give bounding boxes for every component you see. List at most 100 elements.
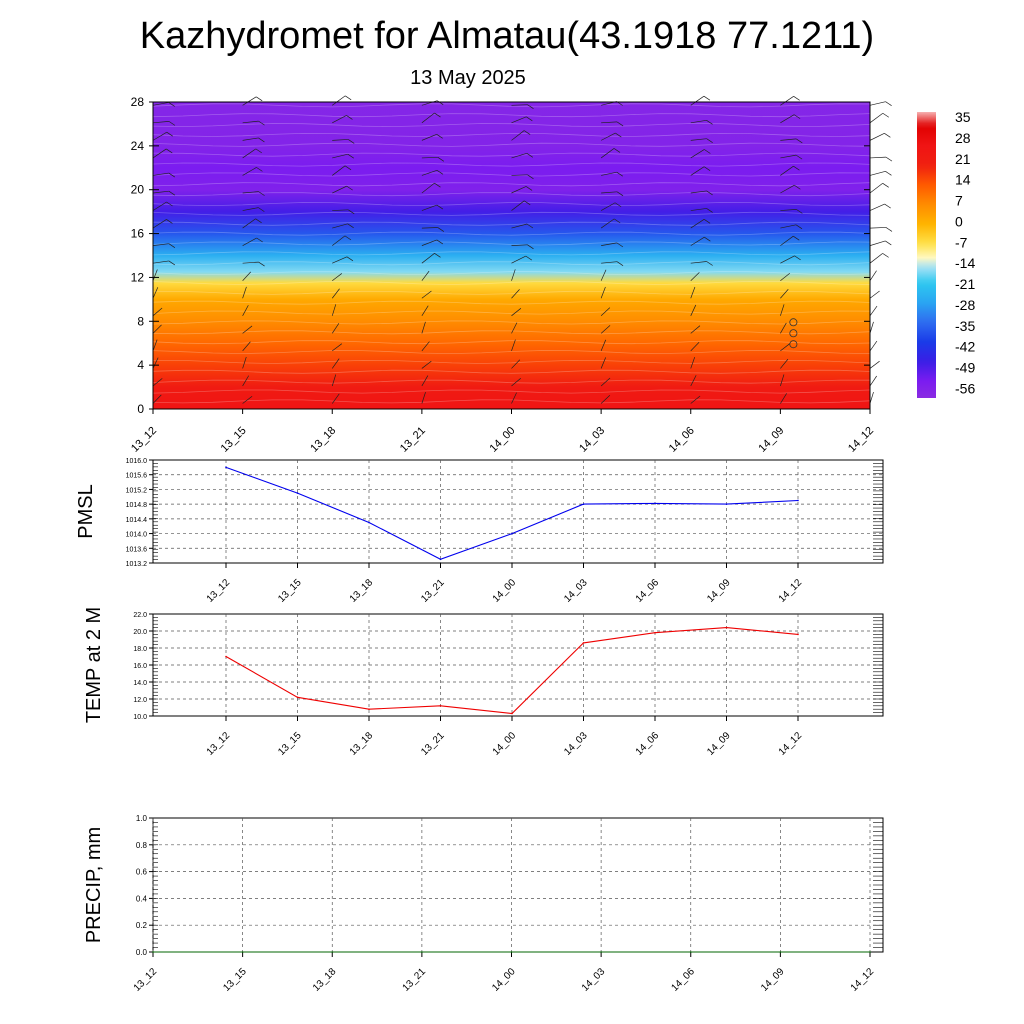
wind-barb-feather bbox=[436, 204, 444, 210]
wind-barb bbox=[511, 359, 521, 369]
wind-barb bbox=[690, 342, 700, 352]
wind-barb-feather bbox=[255, 148, 263, 154]
x-tick-label: 14_06 bbox=[667, 425, 697, 455]
wind-barb-feather bbox=[795, 224, 803, 230]
y-tick-label: 10.0 bbox=[133, 714, 147, 721]
wind-barb-feather bbox=[526, 223, 534, 229]
wind-barb-feather bbox=[255, 218, 262, 224]
contour-line bbox=[152, 142, 871, 147]
wind-barb bbox=[869, 183, 883, 194]
wind-barb-feather bbox=[346, 115, 353, 120]
wind-barb-feather bbox=[258, 261, 265, 267]
wind-barb bbox=[600, 286, 606, 299]
x-tick-label: 13_12 bbox=[129, 425, 159, 455]
wind-barb bbox=[331, 393, 340, 404]
wind-barb-feather bbox=[166, 131, 173, 137]
wind-barb bbox=[511, 289, 520, 299]
wind-barb bbox=[331, 304, 337, 316]
wind-barb bbox=[780, 154, 797, 159]
wind-barb bbox=[601, 191, 618, 194]
wind-barb-feather bbox=[703, 219, 711, 224]
wind-barb-column bbox=[152, 102, 176, 404]
plot-frame bbox=[152, 817, 884, 953]
contour-line bbox=[152, 330, 871, 335]
contour-line bbox=[152, 320, 871, 325]
wind-barb bbox=[242, 325, 253, 334]
x-tick-label: 13_15 bbox=[221, 966, 249, 994]
wind-barb bbox=[421, 290, 432, 299]
wind-barb bbox=[152, 287, 159, 299]
wind-barb bbox=[152, 378, 163, 387]
contour-line bbox=[152, 172, 871, 177]
precip-chart: 1.0 0.8 0.6 0.4 0.2 0.0 13_12 13_15 13_18 13_21 14… bbox=[83, 814, 884, 994]
y-tick-label: 12 bbox=[131, 270, 145, 284]
wind-barb bbox=[690, 261, 707, 264]
wind-barb bbox=[780, 304, 785, 316]
x-tick-label: 14_09 bbox=[756, 425, 786, 455]
data-point bbox=[725, 626, 728, 629]
contour-line bbox=[152, 202, 871, 207]
data-point bbox=[368, 708, 370, 710]
wind-barb bbox=[780, 343, 791, 352]
wind-barb bbox=[869, 240, 886, 246]
wind-barb bbox=[601, 171, 617, 176]
colorbar-fill bbox=[917, 112, 936, 398]
x-tick-label: 13_12 bbox=[132, 966, 160, 994]
wind-barb-feather bbox=[437, 157, 445, 162]
data-point bbox=[439, 558, 442, 561]
x-tick-label: 14_06 bbox=[634, 577, 662, 605]
wind-barb bbox=[332, 343, 343, 352]
wind-barb bbox=[511, 339, 516, 352]
x-tick-label: 13_21 bbox=[419, 577, 447, 605]
data-point bbox=[582, 642, 585, 644]
wind-barb bbox=[421, 305, 429, 316]
wind-barb bbox=[869, 290, 880, 299]
wind-barb bbox=[421, 239, 437, 246]
x-tick-label: 13_21 bbox=[401, 966, 429, 994]
wind-barb-feather bbox=[614, 202, 622, 208]
wind-barb bbox=[152, 260, 169, 264]
wind-barb-feather bbox=[794, 255, 801, 261]
wind-barb-feather bbox=[168, 190, 176, 196]
wind-barb bbox=[152, 219, 167, 229]
wind-barb bbox=[780, 393, 788, 404]
y-tick-label: 18.0 bbox=[133, 646, 147, 653]
wind-barb-feather bbox=[168, 102, 175, 107]
y-tick-label: 28 bbox=[131, 95, 145, 109]
wind-barb-feather bbox=[348, 139, 355, 144]
wind-barb-feather bbox=[706, 208, 713, 213]
wind-barb-column bbox=[600, 101, 624, 404]
x-tick-label: 14_00 bbox=[490, 966, 518, 994]
wind-barb bbox=[869, 321, 874, 334]
data-point bbox=[241, 951, 244, 953]
contour-line bbox=[152, 182, 871, 187]
wind-barb-feather bbox=[166, 201, 173, 207]
y-tick-label: 1.0 bbox=[136, 814, 148, 823]
wind-barb-column bbox=[780, 96, 803, 404]
colorbar-label: 7 bbox=[955, 193, 963, 209]
wind-barb bbox=[511, 174, 528, 176]
x-tick-label: 14_06 bbox=[634, 730, 662, 758]
wind-barb bbox=[242, 207, 259, 211]
wind-barb bbox=[152, 148, 167, 159]
x-tick-label: 14_12 bbox=[777, 577, 805, 605]
wind-barb bbox=[869, 112, 884, 124]
wind-barb-feather bbox=[793, 114, 801, 119]
x-tick-label: 14_06 bbox=[669, 966, 697, 994]
wind-barb-feather bbox=[616, 191, 624, 197]
wind-barb-feather bbox=[794, 184, 801, 190]
x-tick-label: 14_00 bbox=[491, 730, 519, 758]
wind-barb-feather bbox=[256, 167, 263, 172]
y-tick-label: 1015.2 bbox=[126, 487, 148, 494]
wind-barb bbox=[690, 95, 705, 106]
contour-line bbox=[152, 290, 871, 295]
wind-barb-feather bbox=[258, 207, 265, 212]
wind-barb-feather bbox=[437, 100, 444, 105]
wind-barb bbox=[152, 339, 158, 352]
wind-barb-feather bbox=[882, 182, 889, 188]
wind-barb bbox=[780, 114, 795, 124]
wind-barb bbox=[780, 374, 785, 387]
wind-barb-feather bbox=[615, 132, 622, 138]
wind-barb bbox=[331, 288, 340, 299]
wind-barb-feather bbox=[168, 172, 176, 178]
